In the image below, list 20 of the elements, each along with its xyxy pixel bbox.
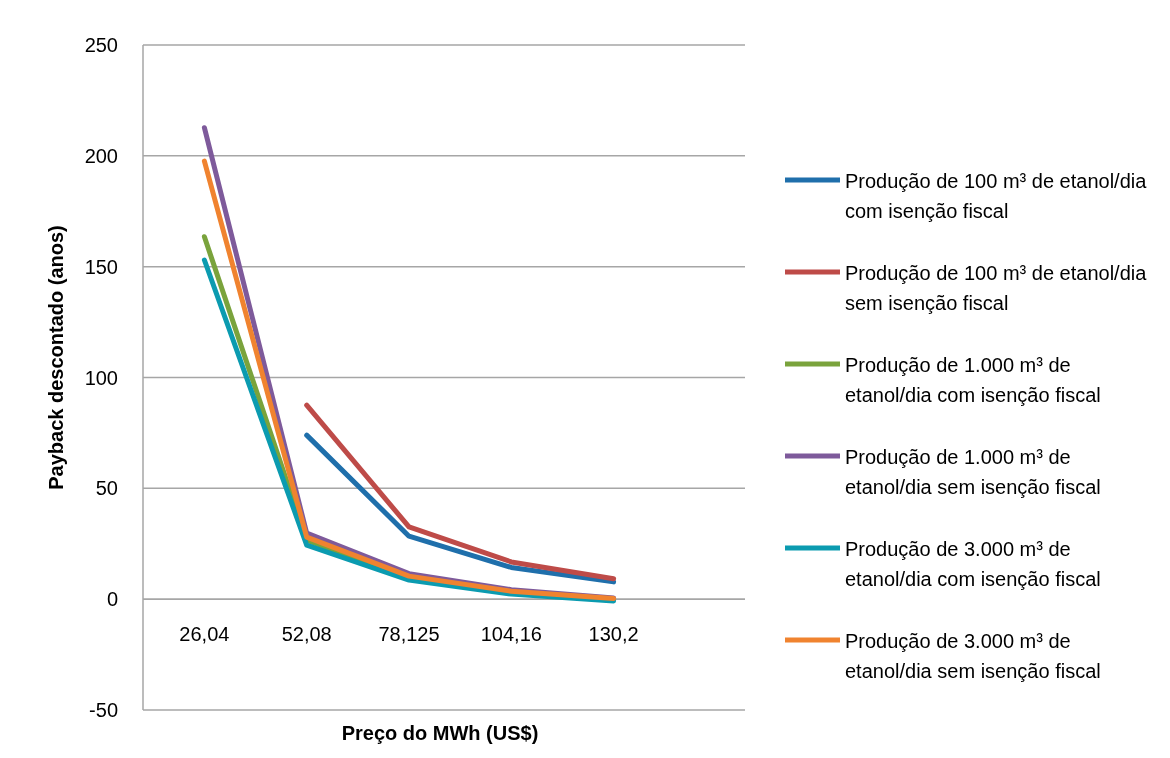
legend-label: Produção de 3.000 m³ de etanol/dia sem isenção fiscal [845, 630, 1101, 682]
legend-label: Produção de 1.000 m³ de etanol/dia sem isenção fiscal [845, 446, 1101, 498]
y-tick-label: -50 [89, 699, 118, 721]
legend-label: Produção de 3.000 m³ de etanol/dia com isenção fiscal [845, 538, 1101, 590]
y-tick-label: 0 [106, 588, 118, 611]
y-tick-label: 100 [84, 366, 118, 389]
y-tick-label: 150 [84, 255, 118, 278]
x-tick-label: 26,04 [179, 623, 230, 646]
legend-label: Produção de 1.000 m³ de etanol/dia com isenção fiscal [845, 354, 1101, 406]
x-tick-label: 104,16 [480, 623, 542, 646]
y-tick-label: 200 [84, 144, 118, 167]
y-axis-title: Payback descontado (anos) [45, 225, 67, 490]
x-tick-label: 130,2 [588, 623, 639, 646]
legend-label: Produção de 100 m³ de etanol/dia sem isenção fiscal [845, 262, 1148, 314]
x-axis-title: Preço do MWh (US$) [341, 722, 539, 744]
x-tick-label: 52,08 [281, 623, 332, 646]
y-tick-label: 50 [95, 477, 118, 500]
x-tick-label: 78,125 [378, 623, 440, 646]
legend-label: Produção de 100 m³ de etanol/dia com isenção fiscal [845, 170, 1148, 222]
y-tick-label: 250 [84, 34, 118, 56]
